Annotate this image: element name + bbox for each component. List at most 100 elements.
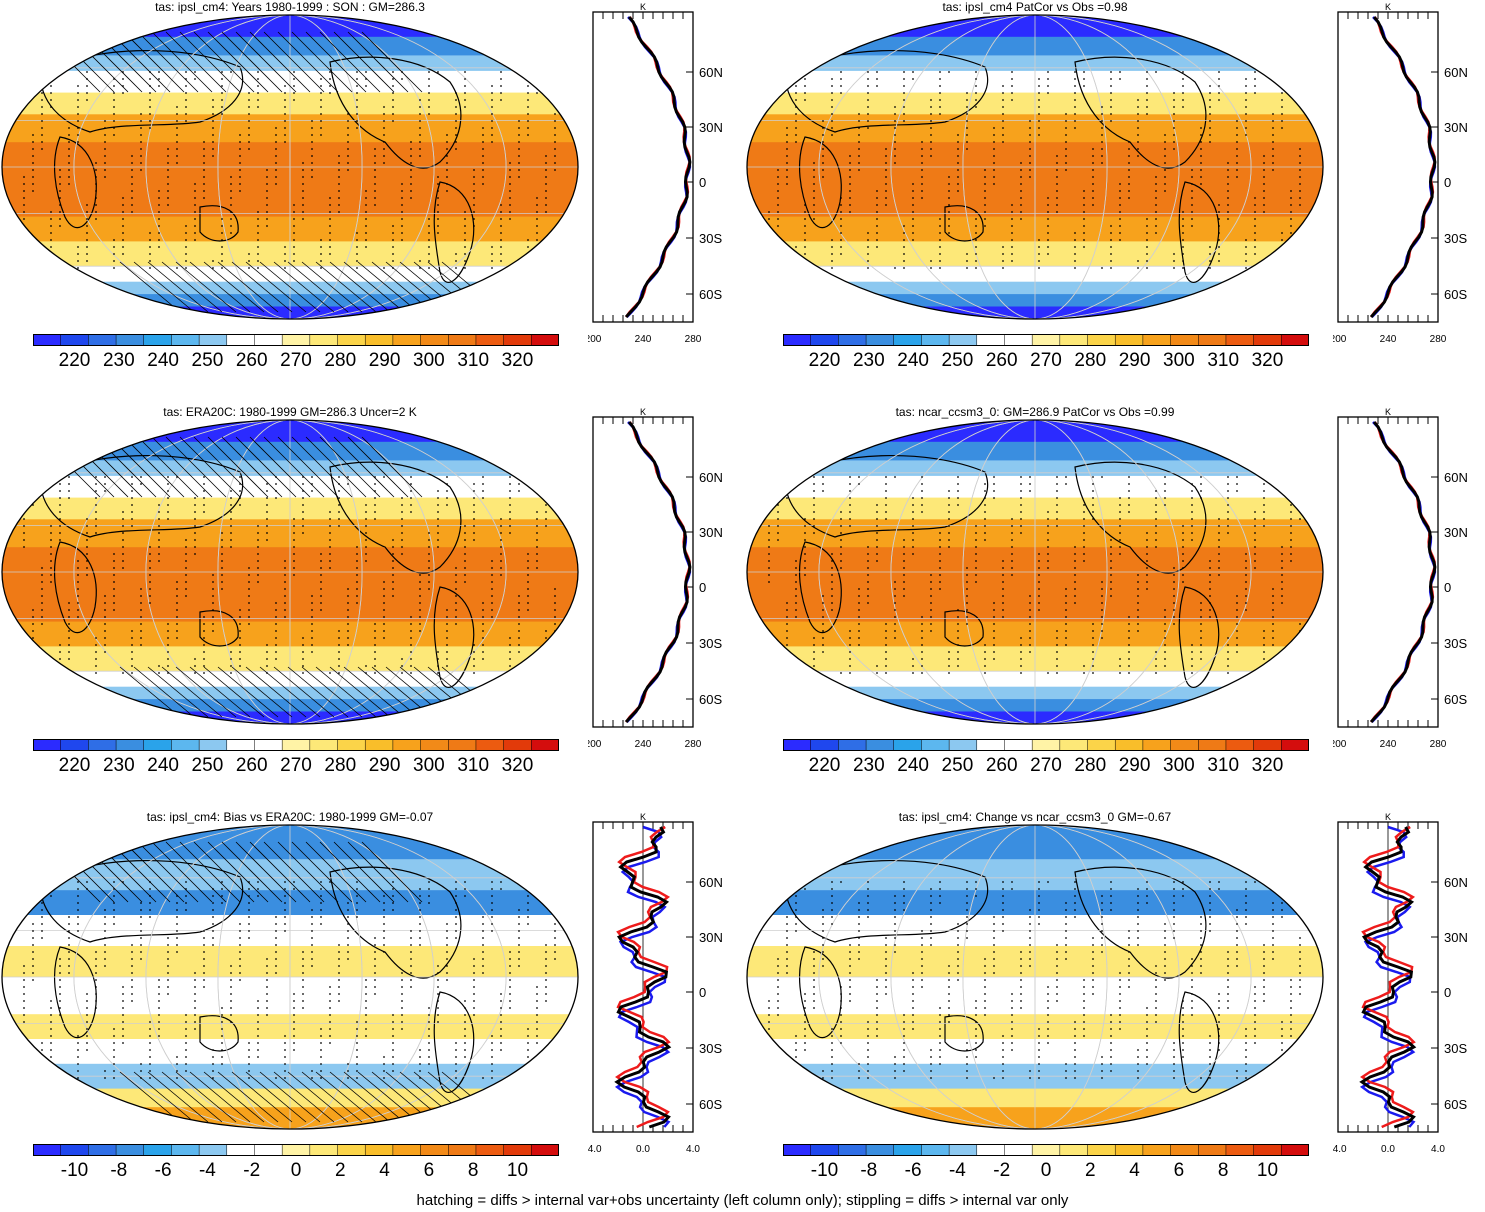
stipple-dot bbox=[876, 511, 878, 513]
stipple-dot bbox=[1056, 490, 1058, 492]
stipple-dot bbox=[1128, 155, 1130, 157]
stipple-dot bbox=[554, 1063, 556, 1065]
stipple-dot bbox=[140, 162, 142, 164]
stipple-dot bbox=[185, 99, 187, 101]
stipple-dot bbox=[822, 916, 824, 918]
stipple-dot bbox=[921, 630, 923, 632]
stipple-dot bbox=[939, 218, 941, 220]
stipple-dot bbox=[921, 162, 923, 164]
graticule-meridian bbox=[217, 15, 363, 319]
stipple-dot bbox=[437, 197, 439, 199]
stipple-dot bbox=[1002, 267, 1004, 269]
stipple-dot bbox=[1245, 260, 1247, 262]
stipple-dot bbox=[545, 993, 547, 995]
stipple-dot bbox=[239, 651, 241, 653]
stipple-dot bbox=[1200, 958, 1202, 960]
stipple-dot bbox=[1038, 916, 1040, 918]
stipple-dot bbox=[957, 148, 959, 150]
stipple-dot bbox=[293, 553, 295, 555]
stipple-dot bbox=[939, 99, 941, 101]
stipple-dot bbox=[275, 616, 277, 618]
colorbar-swatch bbox=[783, 334, 812, 346]
stipple-dot bbox=[831, 134, 833, 136]
stipple-dot bbox=[1110, 574, 1112, 576]
stipple-dot bbox=[1074, 85, 1076, 87]
stipple-dot bbox=[392, 553, 394, 555]
stipple-dot bbox=[293, 211, 295, 213]
stipple-dot bbox=[1101, 588, 1103, 590]
stipple-dot bbox=[822, 490, 824, 492]
stipple-dot bbox=[1128, 665, 1130, 667]
stipple-dot bbox=[795, 1042, 797, 1044]
stipple-dot bbox=[966, 909, 968, 911]
stipple-dot bbox=[768, 85, 770, 87]
stipple-dot bbox=[894, 141, 896, 143]
stipple-dot bbox=[1056, 204, 1058, 206]
stipple-dot bbox=[1209, 616, 1211, 618]
stipple-dot bbox=[1191, 1007, 1193, 1009]
stipple-dot bbox=[1056, 211, 1058, 213]
profile-x-label: 4.0 bbox=[686, 1144, 700, 1155]
stipple-dot bbox=[1218, 253, 1220, 255]
stipple-dot bbox=[1155, 1000, 1157, 1002]
stipple-dot bbox=[518, 148, 520, 150]
stipple-dot bbox=[95, 986, 97, 988]
stipple-dot bbox=[437, 71, 439, 73]
stipple-dot bbox=[768, 888, 770, 890]
stipple-dot bbox=[1182, 106, 1184, 108]
stipple-dot bbox=[509, 504, 511, 506]
stipple-dot bbox=[1245, 895, 1247, 897]
stipple-dot bbox=[113, 581, 115, 583]
stipple-dot bbox=[1083, 1014, 1085, 1016]
stipple-dot bbox=[858, 141, 860, 143]
stipple-dot bbox=[554, 902, 556, 904]
stipple-dot bbox=[455, 895, 457, 897]
stipple-dot bbox=[903, 567, 905, 569]
stipple-dot bbox=[1074, 881, 1076, 883]
hatch-line bbox=[193, 436, 255, 498]
stipple-dot bbox=[768, 232, 770, 234]
colorbar-frame bbox=[33, 739, 559, 751]
stipple-dot bbox=[410, 986, 412, 988]
stipple-dot bbox=[113, 574, 115, 576]
stipple-dot bbox=[455, 134, 457, 136]
stipple-dot bbox=[867, 106, 869, 108]
stipple-dot bbox=[194, 78, 196, 80]
stipple-dot bbox=[867, 567, 869, 569]
stipple-dot bbox=[545, 483, 547, 485]
stipple-dot bbox=[464, 253, 466, 255]
stipple-dot bbox=[401, 1028, 403, 1030]
stipple-dot bbox=[867, 246, 869, 248]
stipple-dot bbox=[347, 630, 349, 632]
stipple-dot bbox=[867, 92, 869, 94]
stipple-dot bbox=[167, 155, 169, 157]
stipple-dot bbox=[383, 581, 385, 583]
stipple-dot bbox=[293, 1014, 295, 1016]
stipple-dot bbox=[455, 1056, 457, 1058]
stipple-dot bbox=[275, 497, 277, 499]
stipple-dot bbox=[1011, 1014, 1013, 1016]
stipple-dot bbox=[1128, 965, 1130, 967]
stipple-dot bbox=[257, 99, 259, 101]
colorbar-tick-label: 290 bbox=[368, 755, 401, 776]
stipple-dot bbox=[203, 623, 205, 625]
stipple-dot bbox=[768, 525, 770, 527]
stipple-dot bbox=[428, 902, 430, 904]
stipple-dot bbox=[266, 183, 268, 185]
stipple-dot bbox=[284, 106, 286, 108]
stipple-dot bbox=[527, 92, 529, 94]
stipple-dot bbox=[131, 511, 133, 513]
stipple-dot bbox=[509, 483, 511, 485]
stipple-dot bbox=[77, 1077, 79, 1079]
stipple-dot bbox=[1299, 204, 1301, 206]
stipple-dot bbox=[1299, 623, 1301, 625]
stipple-dot bbox=[356, 246, 358, 248]
stipple-dot bbox=[410, 630, 412, 632]
graticule-meridian bbox=[890, 15, 1180, 319]
stipple-dot bbox=[329, 518, 331, 520]
stipple-dot bbox=[50, 218, 52, 220]
stipple-dot bbox=[1083, 511, 1085, 513]
stipple-dot bbox=[257, 560, 259, 562]
stipple-dot bbox=[41, 623, 43, 625]
stipple-dot bbox=[957, 176, 959, 178]
